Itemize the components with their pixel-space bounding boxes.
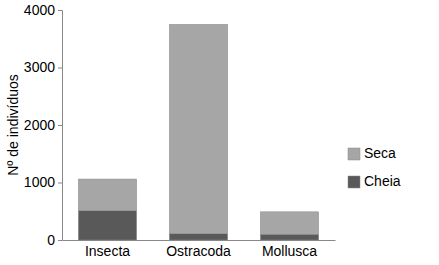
chart: 0 1000 2000 3000 4000 Insecta Ostracoda Mollusc…	[0, 0, 439, 265]
x-tick-label: Insecta	[85, 243, 130, 259]
bar-segment	[78, 179, 136, 211]
legend-label: Cheia	[364, 173, 401, 189]
x-tick: Insecta	[85, 240, 130, 259]
y-tick-mark	[58, 240, 62, 241]
y-tick-label: 1000	[24, 174, 55, 190]
x-axis: Insecta Ostracoda Mollusca	[63, 240, 336, 259]
y-tick-mark	[58, 125, 62, 126]
y-tick-label: 0	[47, 232, 55, 248]
y-tick: 3000	[24, 59, 62, 75]
y-tick-mark	[58, 68, 62, 69]
x-axis-line	[63, 240, 336, 241]
bar-segment	[169, 24, 227, 233]
bar-segment	[169, 234, 227, 240]
legend-swatch	[348, 176, 360, 188]
y-tick: 2000	[24, 117, 62, 133]
y-tick: 4000	[24, 2, 62, 18]
y-tick: 0	[47, 232, 62, 248]
y-axis-title: Nº de indivíduos	[5, 74, 21, 176]
bar-segment	[78, 211, 136, 240]
legend-swatch	[348, 148, 360, 160]
y-tick-mark	[58, 10, 62, 11]
legend-label: Seca	[364, 145, 396, 161]
y-axis-line	[58, 11, 63, 241]
bars	[78, 24, 318, 240]
y-tick-mark	[58, 183, 62, 184]
bar-segment	[260, 212, 318, 234]
x-tick-label: Ostracoda	[166, 243, 231, 259]
bar-segment	[260, 234, 318, 240]
legend: Seca Cheia	[348, 145, 401, 189]
x-tick: Mollusca	[262, 240, 317, 259]
y-tick: 1000	[24, 174, 62, 190]
x-tick: Ostracoda	[166, 240, 231, 259]
x-tick-label: Mollusca	[262, 243, 317, 259]
y-tick-label: 4000	[24, 2, 55, 18]
y-axis: 0 1000 2000 3000 4000	[24, 2, 63, 248]
y-tick-label: 3000	[24, 59, 55, 75]
y-tick-label: 2000	[24, 117, 55, 133]
